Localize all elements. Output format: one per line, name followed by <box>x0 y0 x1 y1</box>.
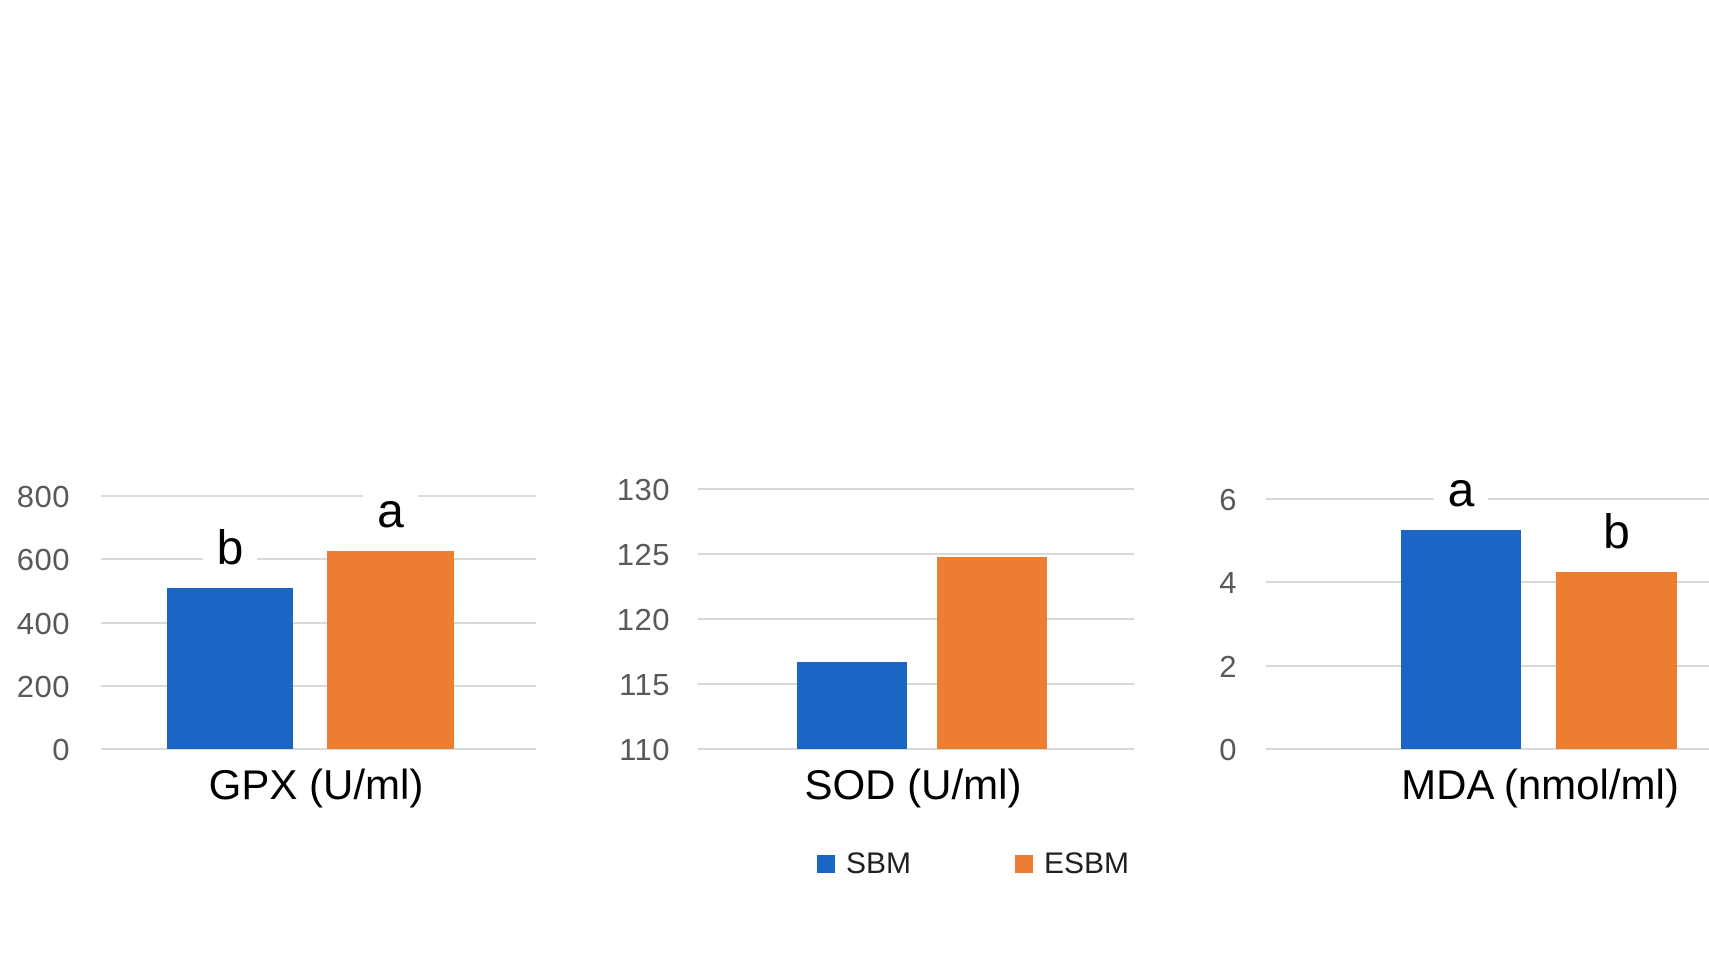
y-tick-label: 115 <box>619 667 670 702</box>
y-tick-label: 400 <box>16 605 70 641</box>
legend-label-esbm: ESBM <box>1044 847 1130 880</box>
grid-line <box>698 748 1134 750</box>
y-tick-label: 2 <box>1219 648 1237 684</box>
significance-letter: b <box>202 524 258 573</box>
y-tick-label: 120 <box>616 602 670 637</box>
grid-line <box>1266 748 1709 750</box>
y-tick-label: 0 <box>52 732 70 767</box>
y-tick-label: 125 <box>616 537 670 572</box>
y-tick-label: 6 <box>1219 482 1237 517</box>
legend-swatch-esbm-icon <box>1015 855 1034 873</box>
y-tick-label: 110 <box>619 732 670 767</box>
x-axis-title: MDA (nmol/ml) <box>1401 761 1679 808</box>
bar-esbm <box>327 551 454 749</box>
legend-label-sbm: SBM <box>846 847 912 880</box>
y-tick-label: 4 <box>1219 565 1237 601</box>
y-tick-label: 800 <box>16 479 70 514</box>
significance-letter: a <box>363 488 418 537</box>
significance-letter-wrap: a <box>327 488 454 537</box>
significance-letter: b <box>1589 508 1644 557</box>
grid-line <box>101 748 536 750</box>
significance-letter-wrap: b <box>167 524 293 573</box>
grid-line <box>1266 581 1709 584</box>
x-axis-title: GPX (U/ml) <box>208 761 424 808</box>
legend: SBM ESBM <box>817 849 1129 879</box>
legend-item-esbm: ESBM <box>1015 849 1129 879</box>
x-axis-title: SOD (U/ml) <box>804 761 1022 808</box>
bar-sbm <box>1401 530 1521 749</box>
y-tick-label: 130 <box>616 472 670 507</box>
grid-line <box>1266 498 1709 500</box>
legend-item-sbm: SBM <box>817 849 911 879</box>
significance-letter-wrap: b <box>1556 508 1677 557</box>
grid-line <box>698 488 1134 490</box>
y-tick-label: 0 <box>1219 732 1237 767</box>
grid-line <box>698 553 1134 555</box>
grid-line <box>1266 664 1709 667</box>
grid-line <box>101 621 536 624</box>
grid-line <box>101 495 536 497</box>
grid-line <box>698 618 1134 620</box>
y-tick-label: 600 <box>16 542 70 578</box>
bar-esbm <box>1556 571 1677 749</box>
significance-letter: a <box>1433 467 1489 516</box>
y-tick-label: 200 <box>16 668 70 704</box>
significance-letter-wrap: a <box>1401 467 1521 516</box>
grid-line <box>101 558 536 561</box>
bar-sbm <box>167 587 293 749</box>
bar-sbm <box>797 661 907 749</box>
bar-esbm <box>937 556 1047 749</box>
grid-line <box>698 683 1134 685</box>
legend-swatch-sbm-icon <box>817 855 835 873</box>
grid-line <box>101 684 536 687</box>
